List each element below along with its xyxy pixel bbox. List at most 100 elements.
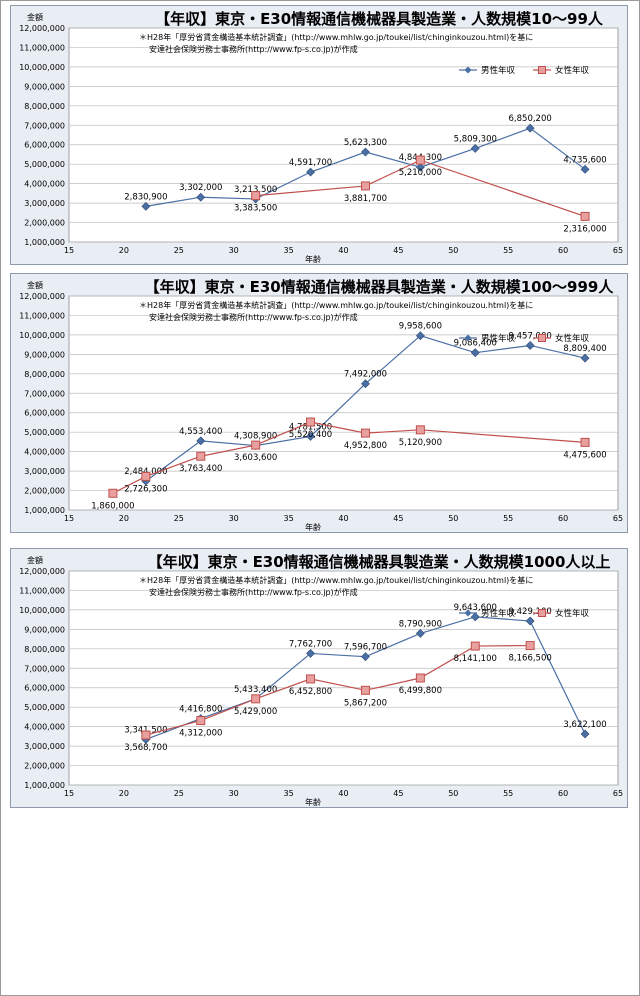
y-tick-label: 1,000,000 — [24, 238, 65, 247]
x-axis-title-2: 年齢 — [305, 522, 321, 532]
y-tick-label: 7,000,000 — [24, 121, 65, 130]
legend-marker — [538, 334, 546, 342]
female-salary-point — [360, 428, 370, 438]
female-salary-point — [415, 155, 425, 165]
y-tick-label: 11,000,000 — [19, 43, 65, 52]
y-tick-label: 6,000,000 — [24, 409, 65, 418]
male-salary-label: 4,591,700 — [289, 158, 332, 168]
male-salary-point — [415, 162, 425, 172]
female-salary-label: 4,475,600 — [563, 450, 606, 460]
male-salary-point — [306, 649, 315, 658]
x-tick-label: 60 — [558, 514, 568, 523]
y-tick-label: 5,000,000 — [24, 703, 65, 712]
male-salary-label: 2,830,900 — [124, 192, 167, 202]
x-tick-label: 20 — [119, 789, 129, 798]
legend-marker — [464, 334, 472, 342]
plot-area — [68, 295, 619, 511]
y-tick-label: 8,000,000 — [24, 102, 65, 111]
x-tick-label: 65 — [613, 246, 623, 255]
male-salary-point — [525, 123, 535, 133]
x-tick-label: 30 — [229, 514, 239, 523]
female-salary-label: 1,860,000 — [91, 501, 134, 511]
female-salary-label: 6,452,800 — [289, 687, 332, 697]
chart-note-line1-3: ＊H28年「厚労省賃金構造基本統計調査」(http://www.mhlw.go.… — [139, 575, 533, 585]
x-tick-label: 15 — [64, 789, 74, 798]
male-salary-point — [470, 348, 480, 358]
x-tick-label: 25 — [174, 789, 184, 798]
female-salary-point — [580, 211, 590, 221]
male-salary-label: 9,429,100 — [509, 607, 552, 617]
x-tick-label: 50 — [448, 514, 458, 523]
chart-svg-1: 【年収】東京・E30情報通信機械器具製造業・人数規模10～99人 ＊H28年「厚… — [19, 10, 623, 264]
y-tick-label: 8,000,000 — [24, 370, 65, 379]
y-tick-label: 12,000,000 — [19, 567, 65, 576]
chart-note-line2-3: 安達社会保険労務士事務所(http://www.fp-s.co.jp)が作成 — [149, 587, 358, 597]
x-tick-label: 40 — [338, 246, 348, 255]
y-tick-label: 8,000,000 — [24, 645, 65, 654]
male-salary-point — [525, 341, 535, 350]
female-salary-point — [251, 694, 261, 704]
female-salary-label: 5,429,000 — [234, 707, 277, 717]
female-salary-point — [415, 673, 425, 683]
female-salary-point — [306, 417, 316, 427]
y-tick-label: 3,000,000 — [24, 742, 65, 751]
male-salary-label: 9,457,000 — [509, 331, 552, 341]
female-salary-label: 3,383,500 — [234, 204, 277, 214]
male-salary-label: 8,809,400 — [563, 344, 606, 354]
female-salary-point — [196, 451, 206, 461]
male-salary-label: 7,596,700 — [344, 643, 387, 653]
x-tick-label: 15 — [64, 514, 74, 523]
male-salary-label: 9,643,600 — [454, 603, 497, 613]
y-tick-label: 11,000,000 — [19, 586, 65, 595]
chart-note-line1-2: ＊H28年「厚労省賃金構造基本統計調査」(http://www.mhlw.go.… — [139, 300, 533, 310]
x-tick-label: 65 — [613, 514, 623, 523]
y-tick-label: 6,000,000 — [24, 684, 65, 693]
y-tick-label: 1,000,000 — [24, 506, 65, 515]
female-salary-line — [255, 159, 586, 217]
female-salary-point — [251, 440, 261, 450]
female-salary-label: 3,763,400 — [179, 464, 222, 474]
male-salary-point — [415, 629, 425, 638]
x-tick-label: 20 — [119, 246, 129, 255]
male-salary-label: 3,341,500 — [124, 725, 167, 735]
legend-marker — [464, 609, 472, 617]
y-axis-title-1: 金額 — [27, 12, 43, 22]
x-tick-label: 45 — [393, 789, 403, 798]
male-salary-label: 9,086,400 — [454, 339, 497, 349]
y-axis-title-2: 金額 — [27, 280, 43, 290]
female-salary-point — [360, 685, 370, 695]
y-axis-title-3: 金額 — [27, 555, 43, 565]
male-salary-point — [361, 147, 370, 157]
male-salary-label: 3,213,500 — [234, 185, 277, 195]
male-salary-label: 6,850,200 — [509, 114, 552, 124]
x-tick-label: 35 — [284, 246, 294, 255]
female-salary-line — [145, 644, 531, 736]
female-salary-label: 5,520,400 — [289, 430, 332, 440]
male-salary-label: 4,416,800 — [179, 705, 222, 715]
female-salary-label: 8,166,500 — [509, 654, 552, 664]
x-tick-label: 60 — [558, 789, 568, 798]
chart-title-1: 【年収】東京・E30情報通信機械器具製造業・人数規模10～99人 — [155, 10, 604, 28]
x-tick-label: 30 — [229, 246, 239, 255]
y-tick-label: 4,000,000 — [24, 448, 65, 457]
female-salary-point — [360, 181, 370, 191]
male-salary-point — [580, 353, 590, 363]
female-salary-point — [108, 488, 118, 498]
legend-marker — [538, 66, 546, 74]
x-tick-label: 35 — [284, 789, 294, 798]
female-salary-line — [112, 421, 586, 494]
legend-label: 女性年収 — [555, 333, 590, 344]
female-salary-label: 6,499,800 — [399, 686, 442, 696]
female-salary-label: 4,312,000 — [179, 729, 222, 739]
x-tick-label: 35 — [284, 514, 294, 523]
x-tick-label: 65 — [613, 789, 623, 798]
x-tick-label: 55 — [503, 789, 513, 798]
chart-title-3: 【年収】東京・E30情報通信機械器具製造業・人数規模1000人以上 — [148, 553, 611, 571]
x-tick-label: 25 — [174, 246, 184, 255]
male-salary-point — [306, 432, 315, 441]
male-salary-label: 8,790,900 — [399, 619, 442, 629]
plot-area — [68, 27, 619, 243]
male-salary-label: 3,622,100 — [563, 720, 606, 730]
x-tick-label: 25 — [174, 514, 184, 523]
female-salary-point — [306, 674, 316, 684]
